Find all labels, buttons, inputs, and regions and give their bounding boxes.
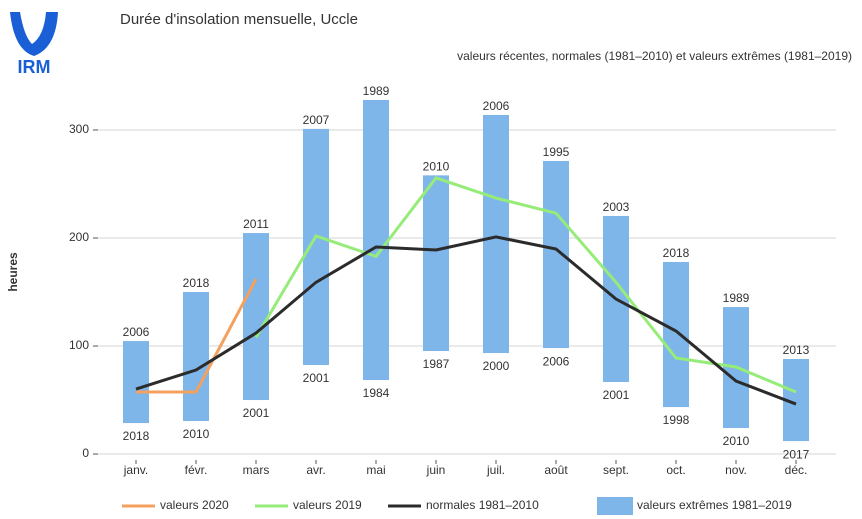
max-year-label: 2011 xyxy=(243,217,269,231)
min-year-label: 1998 xyxy=(663,413,690,427)
y-tick-label: 300 xyxy=(69,122,89,136)
min-year-label: 2010 xyxy=(183,427,210,441)
series-line xyxy=(254,176,797,394)
legend-label: valeurs 2020 xyxy=(160,498,229,512)
max-year-label: 2010 xyxy=(423,160,450,174)
x-tick-label: août xyxy=(544,463,568,477)
min-year-label: 2018 xyxy=(123,429,150,443)
range-bar xyxy=(123,341,149,424)
min-year-label: 1984 xyxy=(363,386,390,400)
min-year-label: 2010 xyxy=(723,434,750,448)
max-year-label: 2003 xyxy=(603,200,630,214)
y-tick-label: 200 xyxy=(69,230,89,244)
legend-label: normales 1981–2010 xyxy=(426,498,539,512)
min-year-label: 2017 xyxy=(783,447,810,461)
x-tick-label: sept. xyxy=(603,463,629,477)
legend-label: valeurs 2019 xyxy=(293,498,362,512)
x-tick-label: mars xyxy=(243,463,270,477)
chart-title: Durée d'insolation mensuelle, Uccle xyxy=(120,11,358,28)
series-line xyxy=(135,235,797,406)
max-year-label: 2007 xyxy=(303,113,330,127)
max-year-label: 2013 xyxy=(783,343,810,357)
min-year-label: 2006 xyxy=(543,354,570,368)
range-bar xyxy=(543,160,569,349)
range-bar xyxy=(423,175,449,351)
range-bar xyxy=(363,99,389,381)
max-year-label: 2018 xyxy=(183,276,210,290)
legend-label: valeurs extrêmes 1981–2019 xyxy=(637,498,792,512)
logo-shape xyxy=(10,12,58,56)
range-bar xyxy=(183,292,209,422)
min-year-label: 2000 xyxy=(483,359,510,373)
legend-swatch xyxy=(597,497,633,515)
x-tick-label: juin xyxy=(426,463,446,477)
logo-text: IRM xyxy=(18,57,51,77)
max-year-label: 2018 xyxy=(663,246,690,260)
x-tick-label: mai xyxy=(366,463,385,477)
range-bar xyxy=(663,261,689,408)
min-year-label: 2001 xyxy=(243,406,270,420)
max-year-label: 1989 xyxy=(723,291,750,305)
y-axis-label: heures xyxy=(6,252,20,292)
x-tick-label: avr. xyxy=(306,463,325,477)
x-tick-label: déc. xyxy=(785,463,808,477)
x-tick-label: nov. xyxy=(725,463,747,477)
x-tick-label: janv. xyxy=(123,463,148,477)
min-year-label: 2001 xyxy=(603,388,630,402)
x-tick-label: juil. xyxy=(486,463,505,477)
chart-subtitle: valeurs récentes, normales (1981–2010) e… xyxy=(457,49,852,63)
max-year-label: 1989 xyxy=(363,84,390,98)
range-bar xyxy=(303,128,329,366)
min-year-label: 2001 xyxy=(303,371,330,385)
max-year-label: 2006 xyxy=(483,99,510,113)
min-year-label: 1987 xyxy=(423,357,450,371)
range-bar xyxy=(483,114,509,354)
y-tick-label: 0 xyxy=(82,446,89,460)
range-bar xyxy=(243,233,269,401)
x-tick-label: févr. xyxy=(185,463,208,477)
logo: IRM xyxy=(8,10,60,77)
y-tick-label: 100 xyxy=(69,338,89,352)
series-line xyxy=(136,278,258,394)
max-year-label: 1995 xyxy=(543,145,570,159)
max-year-label: 2006 xyxy=(123,325,150,339)
x-tick-label: oct. xyxy=(666,463,685,477)
